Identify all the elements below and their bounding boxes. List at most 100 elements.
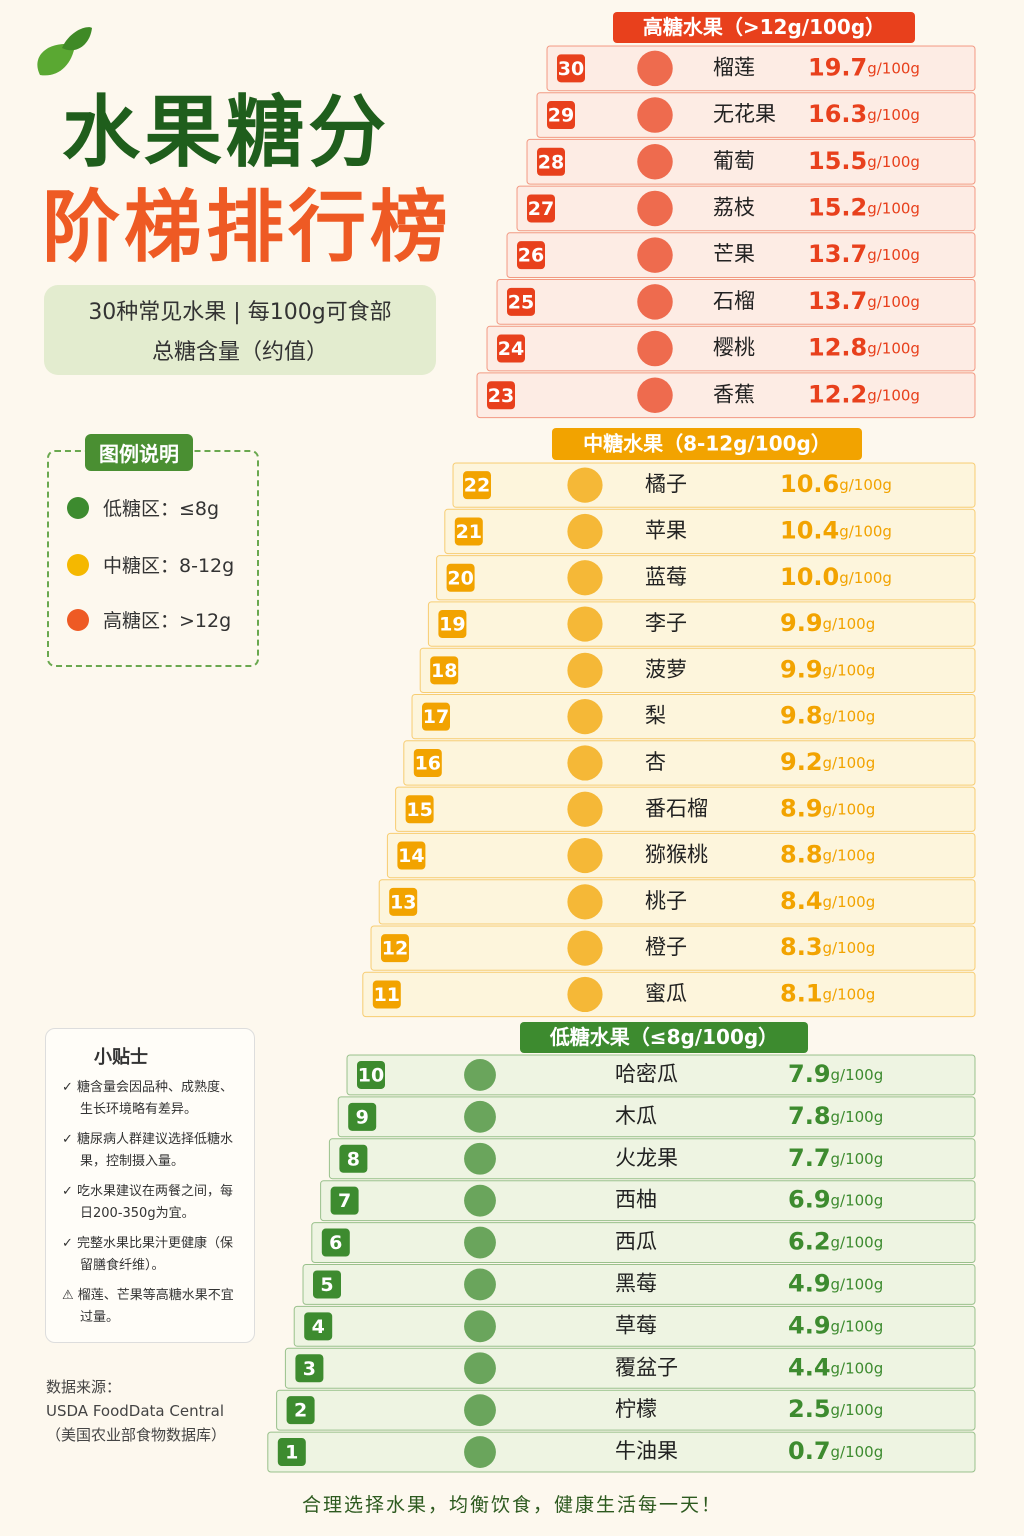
value-unit: g/100g <box>831 1233 884 1251</box>
rank-badge <box>517 241 545 270</box>
row <box>444 508 976 555</box>
value-number: 9.9 <box>780 609 823 637</box>
value-number: 12.2 <box>808 380 867 408</box>
rank-badge <box>463 471 491 500</box>
fruit-icon <box>567 699 603 735</box>
fruit-name: 蜜瓜 <box>645 981 687 1005</box>
value-number: 8.1 <box>780 979 823 1007</box>
rank: 8 <box>347 1148 360 1170</box>
rank: 12 <box>382 938 408 960</box>
legend-title: 图例说明 <box>85 434 193 471</box>
tips-title: 小贴士 <box>94 1047 148 1068</box>
value-unit: g/100g <box>831 1107 884 1125</box>
fruit-icon <box>567 467 603 503</box>
tip-text: 吃水果建议在两餐之间，每日200-350g为宜。 <box>77 1184 234 1221</box>
value-unit: g/100g <box>823 661 876 679</box>
rank-badge <box>547 101 575 130</box>
tip: ✓ 完整水果比果汁更健康（保留膳食纤维）。 <box>62 1236 234 1273</box>
tip: ⚠ 榴莲、芒果等高糖水果不宜过量。 <box>62 1288 234 1325</box>
rank: 26 <box>518 245 544 267</box>
tip-text: 糖含量会因品种、成熟度、生长环境略有差异。 <box>77 1080 234 1117</box>
value-number: 9.2 <box>780 748 823 776</box>
rank: 20 <box>447 567 473 589</box>
sugar-value: 15.5g/100g <box>808 147 920 175</box>
row <box>293 1305 976 1347</box>
row <box>436 555 976 601</box>
sugar-value: 9.9g/100g <box>780 609 875 637</box>
value-unit: g/100g <box>831 1191 884 1209</box>
fruit-name: 樱桃 <box>713 336 755 360</box>
value-number: 6.9 <box>788 1186 831 1214</box>
value-number: 8.8 <box>780 841 823 869</box>
rank: 27 <box>528 198 554 220</box>
tier-title: 低糖水果（≤8g/100g） <box>549 1025 778 1049</box>
sugar-value: 4.9g/100g <box>788 1269 883 1297</box>
value-number: 15.5 <box>808 147 867 175</box>
value-unit: g/100g <box>823 985 876 1003</box>
tier-header <box>552 428 862 460</box>
fruit-icon <box>567 652 603 688</box>
legend-item: 中糖区：8-12g <box>67 551 234 578</box>
fruit-icon <box>464 1059 496 1091</box>
row <box>370 925 976 971</box>
legend-item: 高糖区：>12g <box>67 606 231 633</box>
fruit-icon <box>464 1394 496 1427</box>
value-number: 10.0 <box>780 563 839 591</box>
rank: 28 <box>538 151 564 173</box>
source: 数据来源： USDA FoodData Central （美国农业部食物数据库） <box>46 1375 226 1447</box>
row <box>452 462 976 508</box>
sugar-value: 7.8g/100g <box>788 1102 883 1130</box>
value-unit: g/100g <box>831 1149 884 1167</box>
sugar-value: 9.9g/100g <box>780 655 875 683</box>
value-number: 8.3 <box>780 933 823 961</box>
fruit-icon <box>464 1310 496 1343</box>
value-number: 0.7 <box>788 1437 831 1465</box>
row <box>386 832 976 879</box>
fruit-name: 火龙果 <box>615 1146 678 1170</box>
rank-badge <box>381 934 409 963</box>
fruit-icon <box>637 50 673 87</box>
fruit-icon <box>464 1226 496 1259</box>
rank-badge <box>438 610 467 639</box>
rank-badge <box>454 517 483 546</box>
value-unit: g/100g <box>823 846 876 864</box>
fruit-name: 葡萄 <box>713 149 755 173</box>
sugar-value: 0.7g/100g <box>788 1437 883 1465</box>
rank: 23 <box>488 385 514 407</box>
fruit-icon <box>567 791 603 827</box>
fruit-name: 蓝莓 <box>645 565 687 589</box>
value-number: 6.2 <box>788 1228 831 1256</box>
legend-dot <box>67 608 89 631</box>
fruit-name: 芒果 <box>713 242 755 266</box>
fruit-icon <box>637 237 673 273</box>
fruit-name: 牛油果 <box>615 1439 678 1463</box>
value-unit: g/100g <box>823 753 876 771</box>
legend-dot <box>67 496 89 519</box>
sugar-value: 13.7g/100g <box>808 240 920 268</box>
value-number: 8.9 <box>780 794 823 822</box>
rank-badge <box>304 1312 333 1341</box>
row <box>506 232 976 279</box>
value-unit: g/100g <box>839 522 892 540</box>
sugar-value: 6.9g/100g <box>788 1186 883 1214</box>
rank: 24 <box>498 338 524 360</box>
legend-dot <box>67 553 89 576</box>
rank-badge <box>321 1228 350 1257</box>
value-unit: g/100g <box>823 892 876 910</box>
rank-badge <box>413 748 442 777</box>
source-label: 数据来源： <box>46 1378 122 1396</box>
sugar-value: 10.4g/100g <box>780 516 892 544</box>
fruit-name: 李子 <box>645 611 687 635</box>
fruit-name: 橘子 <box>645 472 687 496</box>
fruit-icon <box>464 1142 496 1175</box>
rank-badge <box>507 287 535 316</box>
rank: 11 <box>374 984 400 1006</box>
fruit-icon <box>464 1352 496 1385</box>
value-number: 15.2 <box>808 193 867 221</box>
value-unit: g/100g <box>867 106 920 124</box>
rank: 22 <box>464 475 490 497</box>
rank: 5 <box>320 1274 333 1296</box>
rank: 9 <box>356 1106 369 1128</box>
fruit-icon <box>637 330 673 367</box>
